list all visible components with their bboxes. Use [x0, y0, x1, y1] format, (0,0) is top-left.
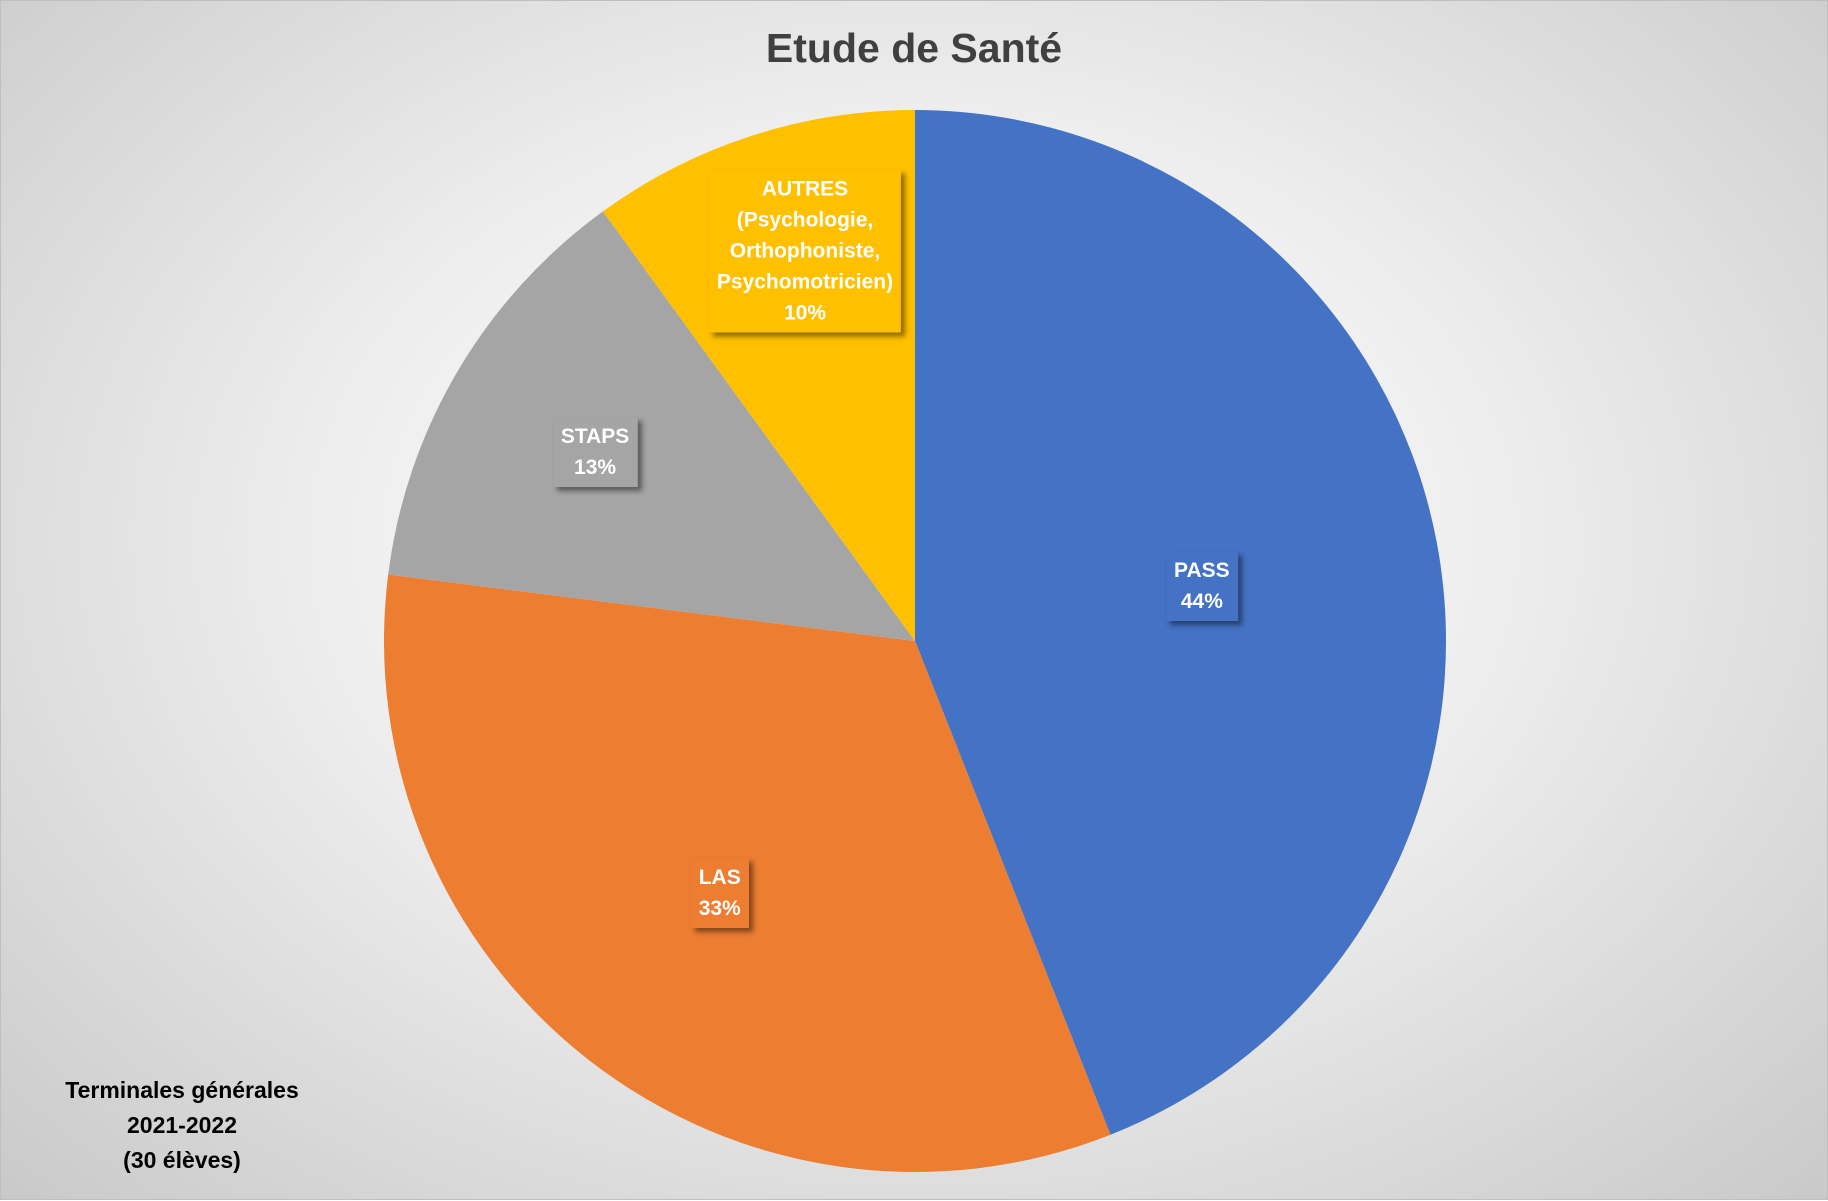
slice-label-text: LAS — [698, 865, 741, 889]
slice-percent-label: 10% — [783, 301, 827, 325]
slice-percent-label: 44% — [1180, 590, 1223, 614]
slice-label-text: PASS — [1174, 559, 1230, 583]
footnote-line: (30 élèves) — [123, 1147, 241, 1173]
footnote: Terminales générales 2021-2022 (30 élève… — [37, 1073, 327, 1178]
chart-title: Etude de Santé — [765, 25, 1063, 71]
slice-label-text: Orthophoniste, — [729, 239, 881, 263]
slice-label-text: STAPS — [560, 424, 630, 448]
footnote-line: Terminales générales — [65, 1077, 299, 1103]
slice-label-text: (Psychologie, — [736, 208, 874, 232]
footnote-line: 2021-2022 — [127, 1112, 237, 1138]
slice-percent-label: 13% — [574, 455, 617, 479]
slice-label-pass: PASS 44% — [1166, 551, 1238, 622]
slice-percent-label: 33% — [698, 896, 741, 920]
slice-label-text: Psychomotricien) — [716, 270, 894, 294]
pie-slice-staps — [388, 211, 915, 641]
pie-slice-pass — [915, 110, 1446, 1135]
slice-label-autres: AUTRES (Psychologie, Orthophoniste, Psychom… — [708, 169, 902, 333]
slice-label-text: AUTRES — [761, 177, 849, 201]
slice-label-las: LAS 33% — [690, 857, 749, 928]
slice-label-staps: STAPS 13% — [552, 416, 638, 487]
